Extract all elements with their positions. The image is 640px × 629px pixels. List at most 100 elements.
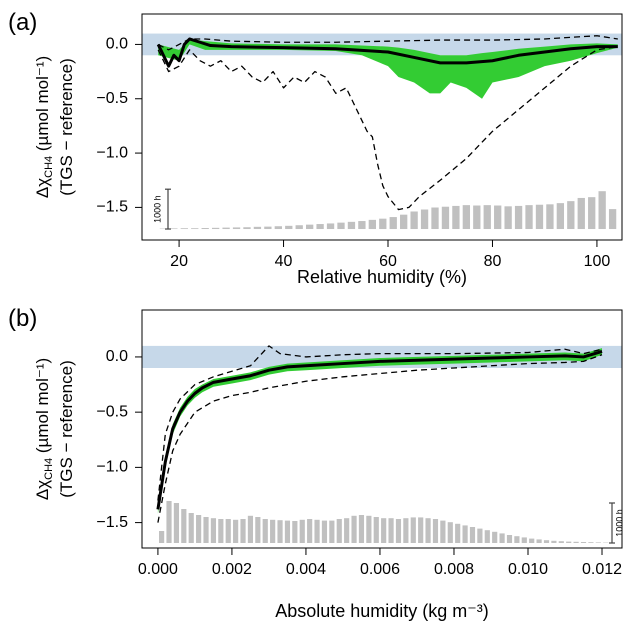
histogram-bar [556, 203, 565, 230]
histogram-bar [225, 519, 231, 543]
histogram-bar [295, 225, 303, 230]
histogram-bar [566, 541, 572, 543]
histogram-bar [347, 221, 356, 230]
plot-frame [141, 309, 623, 549]
histogram-bar [577, 197, 585, 230]
spread-area [158, 38, 618, 99]
histogram-bar [232, 227, 241, 230]
y-axis-label-line2: (TGS − reference) [57, 58, 76, 195]
histogram-bar [492, 531, 498, 543]
histogram-bar [494, 205, 502, 230]
histogram-bar [210, 518, 217, 543]
plot-frame [141, 13, 623, 241]
histogram-bar [196, 515, 202, 543]
x-tick-label: 0.002 [212, 561, 252, 578]
histogram-bar [573, 541, 579, 543]
histogram-bar [299, 519, 305, 543]
histogram-bar [201, 228, 209, 230]
y-axis-label-subscript: CH4 [43, 458, 55, 480]
histogram-bar [321, 520, 328, 543]
reference-band [142, 345, 622, 368]
median-line [156, 349, 603, 510]
histogram-bar [536, 539, 542, 543]
x-tick-label: 80 [484, 253, 502, 270]
histogram-bar [483, 205, 491, 230]
scale-bar-label: 1000 h [152, 195, 162, 223]
histogram-bar [425, 518, 431, 543]
histogram-bar [270, 519, 276, 543]
histogram-bar [608, 209, 617, 230]
histogram-bar [284, 520, 291, 543]
histogram-bar [233, 519, 239, 543]
histogram-bar [262, 519, 268, 543]
histogram-bar [181, 509, 187, 543]
histogram-bar [440, 520, 446, 543]
histogram-bar [173, 503, 180, 543]
histogram-bar [264, 226, 272, 230]
histogram-bar [253, 226, 262, 230]
histogram-bar [170, 228, 178, 230]
histogram-bar [473, 205, 481, 230]
histogram-bar [441, 206, 450, 230]
histogram-bar [389, 217, 397, 230]
y-tick-label: −1.0 [96, 459, 128, 476]
histogram-bar [395, 519, 402, 543]
histogram-bar [247, 515, 254, 543]
histogram-bar [525, 205, 533, 230]
histogram-bar [462, 525, 468, 543]
panel-label: (b) [8, 305, 37, 332]
x-tick-label: 20 [170, 253, 188, 270]
histogram-bar [218, 519, 224, 543]
x-tick-label: 0.012 [582, 561, 622, 578]
histogram-bar [388, 518, 394, 543]
y-tick-label: −1.0 [96, 144, 128, 161]
histogram-bar [188, 513, 194, 543]
histogram-bar [543, 540, 550, 543]
histogram-bar [567, 201, 575, 230]
median-line [156, 37, 618, 68]
histogram-bar [551, 540, 557, 543]
y-tick-label: −1.5 [96, 199, 128, 216]
y-tick-label: −0.5 [96, 90, 128, 107]
histogram-bar [314, 519, 320, 543]
histogram-bar [588, 197, 596, 230]
histogram-bar [373, 517, 379, 543]
histogram-bar [191, 228, 199, 230]
x-axis-label: Relative humidity (%) [297, 267, 467, 287]
histogram-bar [243, 227, 251, 230]
histogram-bar [432, 519, 439, 543]
x-tick-label: 0.004 [286, 561, 326, 578]
histogram-bar [368, 219, 376, 230]
histogram-bar [595, 542, 601, 543]
panel-label: (a) [8, 9, 37, 36]
x-tick-label: 0.006 [360, 561, 400, 578]
spread-area [157, 348, 603, 514]
histogram-bar [477, 528, 483, 543]
y-tick-label: −1.5 [96, 514, 128, 531]
histogram-bar [159, 531, 165, 543]
histogram-bar [337, 222, 345, 230]
histogram-bar [400, 214, 408, 230]
histogram-bar [447, 522, 453, 543]
histogram-bar [166, 501, 172, 543]
histogram-bar [329, 520, 335, 543]
histogram-bar [277, 520, 283, 543]
histogram-bar [336, 519, 342, 543]
x-tick-label: 60 [379, 253, 397, 270]
histogram-bar [366, 515, 372, 543]
histogram-bar [285, 225, 293, 230]
y-tick-label: 0.0 [106, 348, 128, 365]
histogram-bar [240, 519, 246, 543]
histogram-bar [546, 204, 554, 230]
x-tick-label: 100 [584, 253, 611, 270]
histogram-bar [358, 221, 366, 230]
histogram-bar [504, 206, 512, 230]
y-axis-label-unit: (µmol mol⁻¹) [33, 358, 52, 458]
histogram-bar [292, 521, 298, 543]
histogram-bar [379, 218, 387, 230]
histogram-bar [274, 226, 282, 230]
histogram-bar [403, 518, 409, 543]
histogram-bar [484, 530, 490, 543]
histogram-bar [452, 205, 460, 230]
